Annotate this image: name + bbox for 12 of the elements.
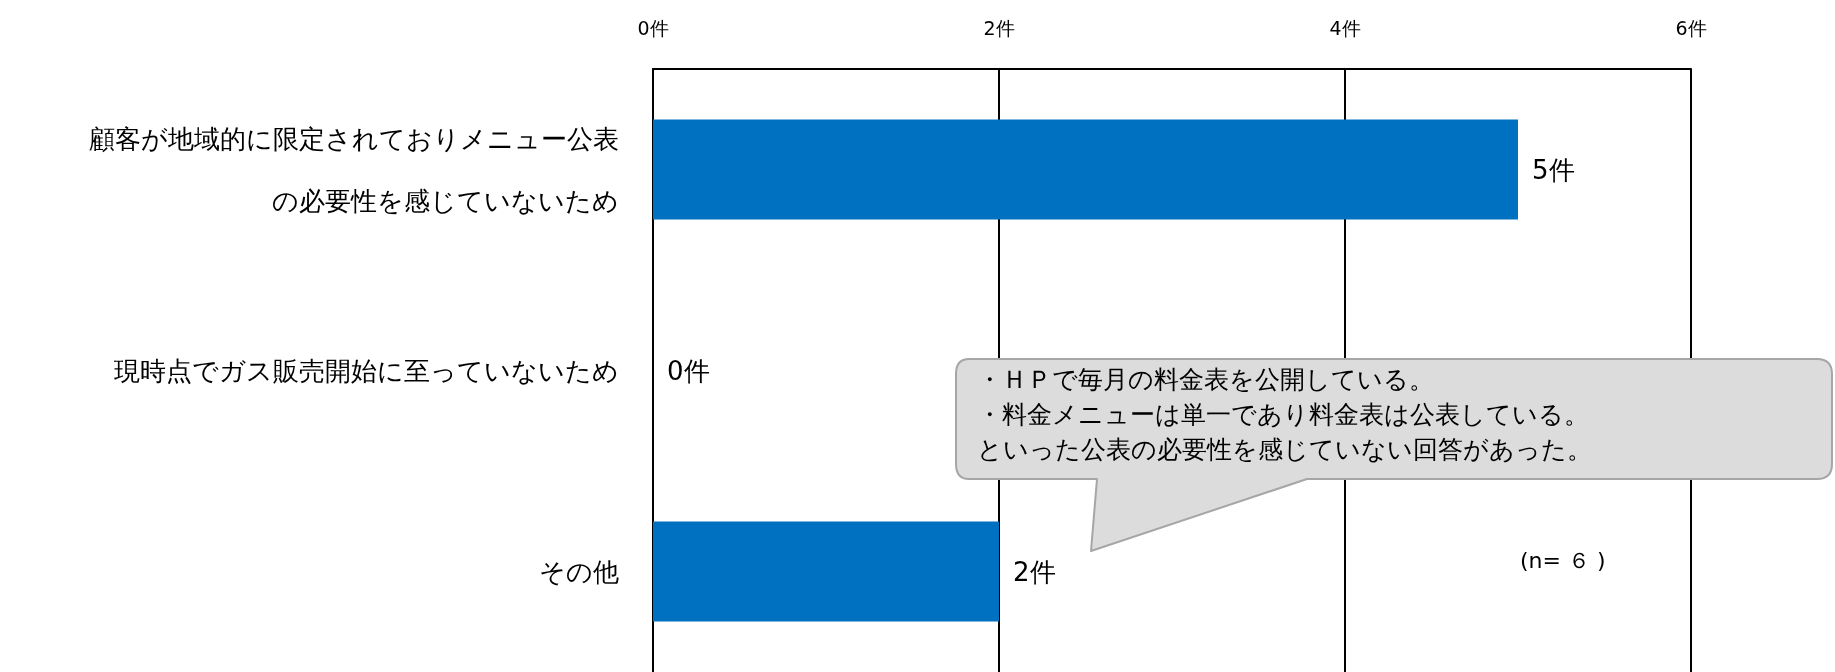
x-tick-label: 0件 bbox=[637, 16, 669, 39]
data-label: 5件 bbox=[1532, 154, 1575, 185]
annotation: ・ＨＰで毎月の料金表を公開している。・料金メニューは単一であり料金表は公表している。といった公表の必要性を感じていない回答があった。 bbox=[977, 364, 1592, 466]
category-label: 顧客が地域的に限定されておりメニュー公表の必要性を感じていないため bbox=[89, 123, 619, 216]
x-tick-label: 2件 bbox=[983, 16, 1015, 39]
data-label: 2件 bbox=[1013, 556, 1056, 587]
x-tick-label: 6件 bbox=[1675, 16, 1707, 39]
data-label: 0件 bbox=[667, 355, 710, 386]
y-tick-label: 現時点でガス販売開始に至っていないため bbox=[114, 355, 619, 386]
annotation: (n= ６ ) bbox=[1520, 547, 1606, 575]
y-tick-label: その他 bbox=[539, 556, 619, 587]
x-tick-label: 4件 bbox=[1329, 16, 1361, 39]
